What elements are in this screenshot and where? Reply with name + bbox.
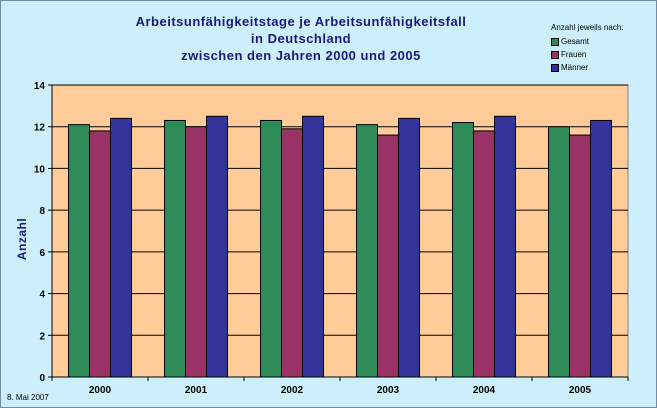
bar-männer-2001 — [206, 115, 228, 378]
legend-item-maenner: Männer — [551, 61, 623, 74]
plot-area — [51, 84, 629, 378]
legend-swatch-frauen — [551, 50, 559, 59]
legend-item-gesamt: Gesamt — [551, 35, 623, 48]
bar-gesamt-2003 — [356, 124, 378, 378]
bar-gesamt-2005 — [548, 126, 570, 378]
bar-männer-2004 — [494, 115, 516, 378]
y-tick-label: 4 — [39, 290, 45, 301]
bar-männer-2003 — [398, 117, 420, 378]
legend-label-maenner: Männer — [561, 63, 589, 72]
legend-swatch-gesamt — [551, 37, 559, 46]
legend-label-gesamt: Gesamt — [561, 37, 590, 46]
y-tick-label: 0 — [39, 373, 45, 384]
chart-title-line-3: zwischen den Jahren 2000 und 2005 — [181, 48, 421, 63]
bar-frauen-2003 — [377, 134, 399, 378]
date-stamp: 8. Mai 2007 — [7, 393, 49, 402]
bar-gesamt-2000 — [68, 124, 90, 378]
bar-männer-2005 — [590, 119, 612, 378]
y-tick-label: 10 — [34, 164, 46, 175]
legend-item-frauen: Frauen — [551, 48, 623, 61]
bar-männer-2000 — [110, 117, 132, 378]
x-tick-label: 2001 — [185, 385, 208, 396]
bar-gesamt-2002 — [260, 119, 282, 378]
chart-title-line-2: in Deutschland — [250, 31, 352, 46]
y-tick-label: 12 — [34, 123, 46, 134]
bar-gesamt-2001 — [164, 119, 186, 378]
bar-frauen-2005 — [569, 134, 591, 378]
legend-swatch-maenner — [551, 63, 559, 72]
bar-frauen-2002 — [281, 128, 303, 378]
x-tick-label: 2000 — [89, 385, 112, 396]
x-tick-label: 2004 — [473, 385, 496, 396]
bar-frauen-2001 — [185, 126, 207, 378]
x-tick-label: 2003 — [377, 385, 400, 396]
y-tick-label: 14 — [34, 81, 46, 92]
bar-gesamt-2004 — [452, 122, 474, 378]
x-tick-label: 2002 — [281, 385, 304, 396]
bar-männer-2002 — [302, 115, 324, 378]
y-tick-label: 2 — [39, 331, 45, 342]
x-tick-label: 2005 — [569, 385, 592, 396]
legend-label-frauen: Frauen — [561, 50, 587, 59]
bar-frauen-2000 — [89, 130, 111, 378]
y-tick-label: 6 — [39, 248, 45, 259]
y-tick-label: 8 — [39, 206, 45, 217]
legend: Anzahl jeweils nach: Gesamt Frauen Männe… — [551, 23, 623, 74]
chart-title-line-1: Arbeitsunfähigkeitstage je Arbeitsunfähi… — [135, 14, 467, 29]
bar-frauen-2004 — [473, 130, 495, 378]
legend-title: Anzahl jeweils nach: — [551, 23, 624, 32]
